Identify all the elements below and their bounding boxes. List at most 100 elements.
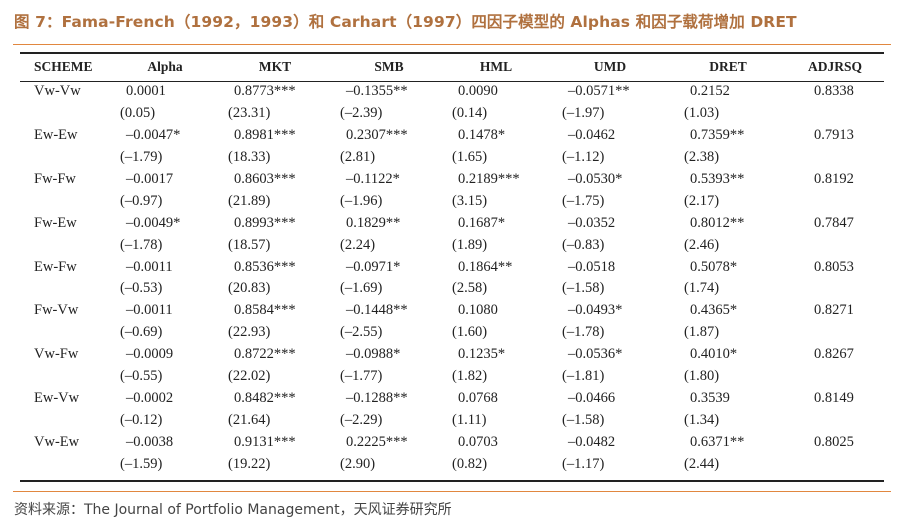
- t-stat-row: (–1.59) (19.22) (2.90) (0.82) (–1.17) (2.44): [20, 453, 884, 475]
- coefficient-cell: –0.0009: [126, 346, 174, 363]
- t-stat-cell: (–2.29): [340, 411, 383, 428]
- t-stat-cell: (–1.59): [120, 455, 163, 472]
- t-stat-cell: (–1.12): [562, 149, 605, 166]
- scheme-cell: Vw-Vw: [34, 83, 81, 100]
- scheme-cell: [20, 278, 116, 300]
- footer-divider: [13, 491, 891, 492]
- t-stat-cell: (21.89): [228, 192, 271, 209]
- t-stat-row: (–0.69) (22.93) (–2.55) (1.60) (–1.78) (1.87): [20, 322, 884, 344]
- coefficient-cell: 0.1829**: [346, 214, 401, 231]
- t-stat-cell: (–1.17): [562, 455, 605, 472]
- coefficient-cell: –0.0462: [568, 127, 616, 144]
- column-header: ADJRSQ: [807, 59, 862, 74]
- regression-table: SCHEME Alpha MKT SMB HML UMD DRET ADJRSQ…: [20, 53, 884, 475]
- coefficient-cell: –0.0011: [126, 302, 173, 319]
- coefficient-cell: 0.9131***: [234, 433, 296, 450]
- t-stat-cell: (2.90): [340, 455, 376, 472]
- coefficient-cell: 0.4365*: [690, 302, 738, 319]
- coefficient-cell: 0.5393**: [690, 171, 745, 187]
- coefficient-cell: 0.8012**: [690, 214, 745, 231]
- t-stat-cell: (–1.78): [120, 236, 163, 253]
- t-stat-cell: (2.58): [452, 280, 488, 297]
- coefficient-cell: 0.8722***: [234, 346, 296, 363]
- scheme-cell: Ew-Vw: [34, 389, 80, 406]
- title-divider: [13, 44, 891, 45]
- t-stat-cell: (18.57): [228, 236, 271, 253]
- t-stat-cell: (–1.69): [340, 280, 383, 297]
- column-header: UMD: [593, 59, 627, 74]
- coefficient-cell: –0.0971*: [346, 258, 401, 275]
- t-stat-cell: (–1.78): [562, 324, 605, 341]
- column-header: Alpha: [147, 59, 183, 74]
- t-stat-cell: (1.65): [452, 149, 488, 166]
- t-stat-cell: (–2.55): [340, 324, 383, 341]
- t-stat-cell: (2.17): [684, 192, 720, 209]
- coefficient-cell: –0.1448**: [346, 302, 408, 319]
- t-stat-cell: (20.83): [228, 280, 271, 297]
- scheme-cell: Vw-Ew: [34, 433, 80, 450]
- scheme-cell: [20, 366, 116, 388]
- scheme-cell: Fw-Vw: [34, 302, 79, 319]
- t-stat-cell: (–0.12): [120, 411, 163, 428]
- coefficient-cell: 0.8482***: [234, 389, 296, 406]
- t-stat-cell: (–1.97): [562, 105, 605, 122]
- scheme-cell: [20, 322, 116, 344]
- t-stat-cell: (3.15): [452, 192, 488, 209]
- adjrsq-cell: [786, 453, 884, 475]
- coefficient-cell: 0.1864**: [458, 258, 513, 275]
- scheme-cell: [20, 453, 116, 475]
- coefficient-cell: –0.0038: [126, 433, 174, 450]
- t-stat-cell: (19.22): [228, 455, 271, 472]
- t-stat-cell: (21.64): [228, 411, 271, 428]
- t-stat-cell: (23.31): [228, 105, 271, 122]
- t-stat-cell: (1.89): [452, 236, 488, 253]
- scheme-cell: [20, 147, 116, 169]
- adjrsq-cell: [786, 322, 884, 344]
- coefficient-row: Vw-Ew –0.0038 0.9131*** 0.2225*** 0.0703 –0.0…: [20, 431, 884, 453]
- t-stat-cell: (1.87): [684, 324, 720, 341]
- coefficient-cell: 0.2152: [690, 83, 730, 100]
- scheme-cell: [20, 103, 116, 125]
- adjrsq-cell: [786, 234, 884, 256]
- t-stat-cell: (–0.97): [120, 192, 163, 209]
- coefficient-cell: 0.8993***: [234, 214, 296, 231]
- t-stat-cell: (22.02): [228, 368, 271, 385]
- t-stat-row: (–1.78) (18.57) (2.24) (1.89) (–0.83) (2.46): [20, 234, 884, 256]
- t-stat-cell: (–1.58): [562, 280, 605, 297]
- column-header: SCHEME: [34, 59, 93, 74]
- t-stat-cell: (2.44): [684, 455, 720, 472]
- t-stat-cell: (2.46): [684, 236, 720, 253]
- coefficient-row: Ew-Ew –0.0047* 0.8981*** 0.2307*** 0.1478* –0…: [20, 125, 884, 147]
- coefficient-cell: –0.0571**: [568, 83, 630, 100]
- t-stat-cell: (0.82): [452, 455, 488, 472]
- coefficient-cell: –0.0352: [568, 214, 616, 231]
- t-stat-cell: (1.82): [452, 368, 488, 385]
- scheme-cell: Ew-Ew: [34, 127, 78, 144]
- t-stat-row: (–0.12) (21.64) (–2.29) (1.11) (–1.58) (1.34): [20, 409, 884, 431]
- coefficient-cell: –0.1122*: [346, 171, 400, 187]
- coefficient-cell: –0.1355**: [346, 83, 408, 100]
- coefficient-cell: 0.8584***: [234, 302, 296, 319]
- coefficient-cell: 0.0090: [458, 83, 498, 100]
- column-header: HML: [479, 59, 513, 74]
- t-stat-row: (–0.55) (22.02) (–1.77) (1.82) (–1.81) (1.80): [20, 366, 884, 388]
- adjrsq-cell: 0.8267: [814, 346, 854, 363]
- t-stat-cell: (1.03): [684, 105, 720, 122]
- coefficient-row: Vw-Fw –0.0009 0.8722*** –0.0988* 0.1235* –0.0…: [20, 344, 884, 366]
- coefficient-cell: 0.5078*: [690, 258, 738, 275]
- coefficient-row: Fw-Fw –0.0017 0.8603*** –0.1122* 0.2189*** –0…: [20, 169, 884, 191]
- coefficient-cell: 0.8981***: [234, 127, 296, 144]
- t-stat-cell: (1.80): [684, 368, 720, 385]
- coefficient-cell: 0.1080: [458, 302, 498, 319]
- figure-title: 图 7：Fama-French（1992，1993）和 Carhart（1997…: [14, 13, 797, 31]
- scheme-cell: [20, 234, 116, 256]
- t-stat-row: (0.05) (23.31) (–2.39) (0.14) (–1.97) (1.03): [20, 103, 884, 125]
- coefficient-row: Ew-Vw –0.0002 0.8482*** –0.1288** 0.0768 –0.0…: [20, 387, 884, 409]
- t-stat-cell: (22.93): [228, 324, 271, 341]
- coefficient-cell: 0.0703: [458, 433, 498, 450]
- adjrsq-cell: [786, 190, 884, 212]
- scheme-cell: [20, 409, 116, 431]
- coefficient-cell: 0.0768: [458, 389, 498, 406]
- adjrsq-cell: [786, 366, 884, 388]
- adjrsq-cell: 0.8149: [814, 389, 854, 406]
